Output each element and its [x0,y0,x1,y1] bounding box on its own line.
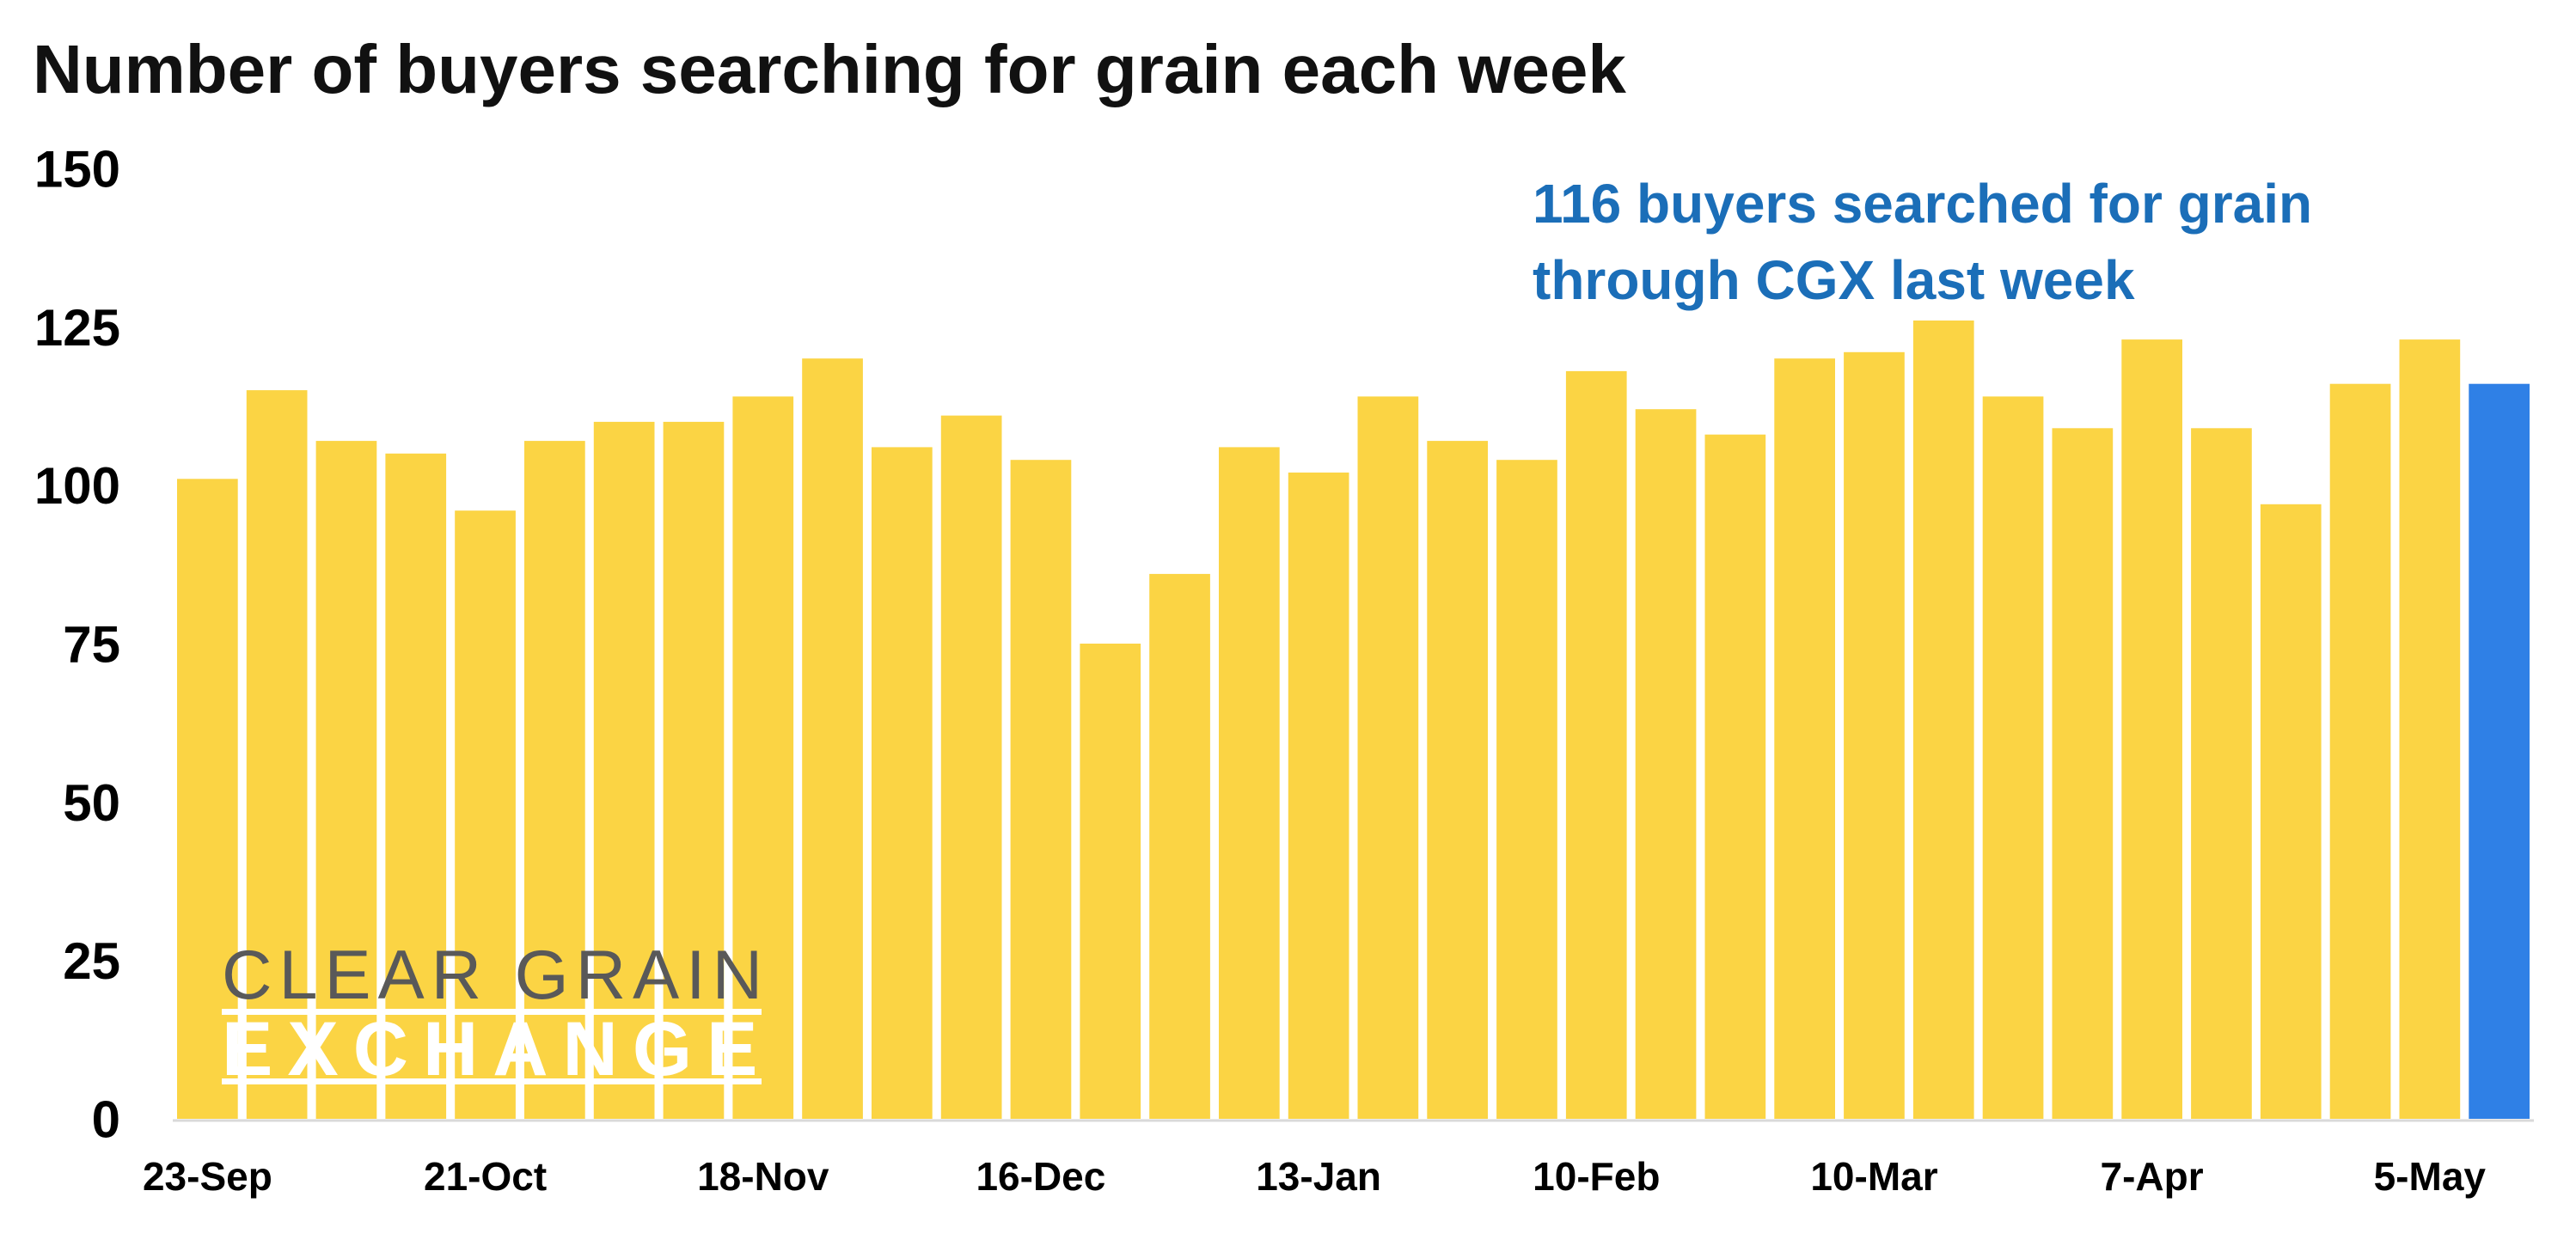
x-tick-label: 18-Nov [697,1154,829,1199]
bar [1635,409,1697,1119]
bar [2052,428,2114,1119]
x-tick-label: 23-Sep [143,1154,272,1199]
chart-title: Number of buyers searching for grain eac… [33,31,1626,107]
bar [1565,370,1627,1119]
annotation-line: through CGX last week [1533,249,2135,311]
bar [2329,383,2391,1119]
bar [2260,504,2322,1119]
clear-grain-exchange-logo: CLEAR GRAIN EXCHANGE [222,941,763,1087]
x-tick-label: 21-Oct [424,1154,547,1199]
bar [1149,573,1210,1119]
bar [524,441,585,1119]
bar [732,396,794,1119]
bar [1912,321,1974,1119]
x-axis-labels: 23-Sep 21-Oct 18-Nov 16-Dec 13-Jan 10-Feb 10-M… [143,1154,2486,1199]
y-tick-label: 150 [34,141,120,198]
bar [1704,434,1766,1119]
bar [1357,396,1419,1119]
bar [1010,460,1072,1119]
y-tick-label: 125 [34,299,120,357]
y-tick-label: 75 [63,616,120,674]
x-tick-label: 10-Mar [1810,1154,1937,1199]
x-tick-label: 13-Jan [1256,1154,1381,1199]
bar [872,447,933,1119]
bars [177,321,2530,1120]
bar [2121,339,2182,1120]
logo-rule-bottom [222,1078,762,1084]
bar [246,390,308,1120]
y-tick-label: 25 [63,932,120,990]
logo-rule-top [222,1009,762,1015]
bar [1774,358,1835,1119]
bar [1427,441,1488,1119]
bar [455,510,516,1119]
bar [2399,339,2461,1120]
bar [663,421,725,1119]
y-tick-label: 100 [34,457,120,515]
logo-line1: CLEAR GRAIN [222,937,770,1014]
y-axis-labels: 0 25 50 75 100 125 150 [34,141,120,1149]
bar [1496,460,1557,1119]
annotation: 116 buyers searched for grain through CG… [1533,166,2312,319]
y-tick-label: 50 [63,774,120,832]
x-tick-label: 16-Dec [976,1154,1105,1199]
bar [315,441,377,1119]
bar [802,358,863,1119]
x-tick-label: 7-Apr [2101,1154,2204,1199]
bar-latest-week [2469,383,2530,1119]
bar [1982,396,2044,1119]
bar [940,415,1002,1120]
y-tick-label: 0 [92,1091,120,1149]
bar [1080,644,1141,1119]
bar [1288,472,1349,1119]
x-tick-label: 5-May [2374,1154,2487,1199]
bar [593,421,655,1119]
bar [1844,351,1905,1119]
bar [2191,428,2252,1119]
bar [385,453,447,1119]
x-tick-label: 10-Feb [1533,1154,1660,1199]
annotation-line: 116 buyers searched for grain [1533,173,2313,235]
logo-line2: EXCHANGE [222,1005,773,1091]
bar [1219,447,1280,1119]
